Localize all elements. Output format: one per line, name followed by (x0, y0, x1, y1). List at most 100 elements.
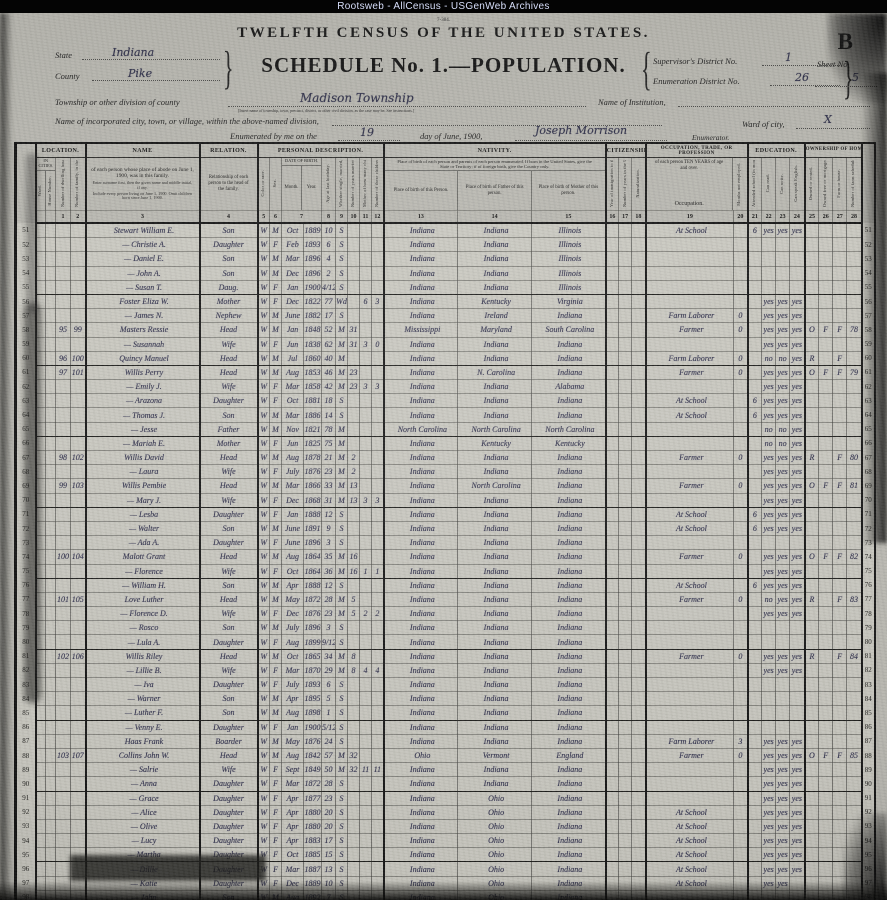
cell-can_write: yes (775, 776, 791, 792)
cell-years_in_us (618, 805, 633, 820)
row-number-right: 61 (861, 365, 876, 380)
cell-father_birthplace: Ohio (457, 791, 533, 806)
cell-can_read: yes (761, 833, 777, 849)
cell-family (70, 705, 87, 721)
cell-years_in_us (618, 634, 633, 650)
cell-mother_of_children (359, 677, 373, 693)
cell-color: W (257, 464, 271, 480)
cell-immigration_year (605, 791, 620, 806)
cell-sex: M (269, 521, 283, 537)
cell-name: — Martha (85, 847, 201, 863)
cell-mother_of_children (359, 861, 373, 877)
cell-mother_birthplace: Indiana (531, 677, 607, 693)
cell-naturalization (631, 634, 647, 650)
cell-school_months (747, 720, 763, 735)
cell-mother_birthplace: North Carolina (531, 422, 607, 437)
cell-years_in_us (618, 819, 633, 835)
cell-family (70, 776, 87, 792)
cell-ward (35, 322, 46, 338)
cell-speaks_english: yes (789, 422, 806, 437)
cell-immigration_year (605, 805, 620, 820)
cell-age: 5/12 (321, 720, 337, 735)
cell-sex: F (269, 677, 283, 693)
cell-dwelling (55, 677, 71, 693)
cell-marital_status: S (335, 720, 349, 735)
cell-school_months (747, 493, 763, 508)
cell-sex: M (269, 364, 283, 381)
cell-speaks_english (789, 677, 806, 693)
cell-years_in_us (618, 734, 633, 749)
cell-mother_birthplace: Indiana (531, 861, 607, 877)
cell-ward (35, 521, 46, 537)
cell-house-number (45, 322, 56, 338)
cell-mother_birthplace: Indiana (531, 578, 607, 593)
cell-speaks_english: yes (789, 507, 806, 522)
cell-can_read: yes (761, 791, 777, 806)
row-number-right: 57 (861, 308, 876, 323)
cell-relation: Wife (199, 464, 259, 480)
cell-speaks_english: yes (789, 762, 806, 778)
cell-years_married: 8 (347, 648, 361, 664)
cell-relation: Head (199, 322, 259, 338)
cell-birthplace: Indiana (383, 564, 459, 579)
row-number-right: 97 (861, 876, 876, 891)
cell-father_birthplace: Ohio (457, 833, 533, 849)
cell-naturalization (631, 805, 647, 820)
cell-birth_month: Dec (281, 294, 305, 310)
cell-mother_birthplace: Indiana (531, 805, 607, 820)
cell-sex: F (269, 861, 283, 877)
cell-ward (35, 549, 46, 565)
column-header-sex-label: Sex. (273, 179, 278, 188)
cell-years_married (347, 791, 361, 806)
cell-school_months: 6 (747, 578, 763, 593)
cell-occupation (645, 493, 735, 508)
column-number: 10 (347, 210, 361, 224)
enumerated-pre-label: Enumerated by me on the (230, 131, 317, 141)
cell-children_living (371, 776, 385, 792)
cell-can_read: yes (761, 606, 777, 622)
cell-name: — Thomas J. (85, 407, 201, 423)
row-number-left: 76 (15, 578, 37, 593)
cell-farm_schedule_no (846, 521, 863, 537)
cell-ward (35, 578, 46, 593)
table-header: LOCATION. NAME RELATION. PERSONAL DESCRIPTI… (15, 143, 876, 224)
cell-relation: Head (199, 747, 259, 764)
cell-color: W (257, 237, 271, 253)
cell-naturalization (631, 591, 647, 608)
cell-mother_birthplace: South Carolina (531, 322, 607, 338)
cell-months_not_employed: 0 (733, 322, 749, 338)
cell-farm_schedule_no (846, 890, 863, 900)
cell-birthplace: Indiana (383, 833, 459, 849)
cell-owned_free_or_mortgaged (818, 805, 834, 820)
cell-farm_schedule_no (846, 620, 863, 636)
cell-mother_of_children (359, 691, 373, 707)
cell-father_birthplace: Indiana (457, 634, 533, 650)
cell-age: 4/12 (321, 280, 337, 295)
cell-color: W (257, 819, 271, 835)
cell-name: — Daniel E. (85, 251, 201, 267)
cell-birthplace: Indiana (383, 507, 459, 522)
cell-birth_month: Jun (281, 337, 305, 352)
cell-children_living (371, 322, 385, 338)
cell-school_months (747, 833, 763, 849)
cell-owned_free_or_mortgaged (818, 691, 834, 707)
cell-age: 42 (321, 379, 337, 395)
cell-name: Love Luther (85, 591, 201, 608)
cell-father_birthplace: Indiana (457, 449, 533, 466)
cell-ward (35, 294, 46, 310)
cell-father_birthplace: Indiana (457, 393, 533, 409)
cell-farm_or_house (832, 266, 848, 281)
column-number: 21 (747, 210, 763, 224)
cell-years_married: 13 (347, 478, 361, 494)
row-number-right: 75 (861, 564, 876, 579)
cell-birthplace: Indiana (383, 578, 459, 593)
column-header-sex: Sex. (269, 157, 283, 211)
cell-years_married (347, 393, 361, 409)
cell-family (70, 791, 87, 806)
cell-dwelling (55, 237, 71, 253)
cell-occupation (645, 436, 735, 452)
cell-mother_birthplace: Illinois (531, 223, 607, 239)
cell-sex: M (269, 705, 283, 721)
cell-months_not_employed (733, 705, 749, 721)
cell-birth_month: Aug (281, 890, 305, 900)
